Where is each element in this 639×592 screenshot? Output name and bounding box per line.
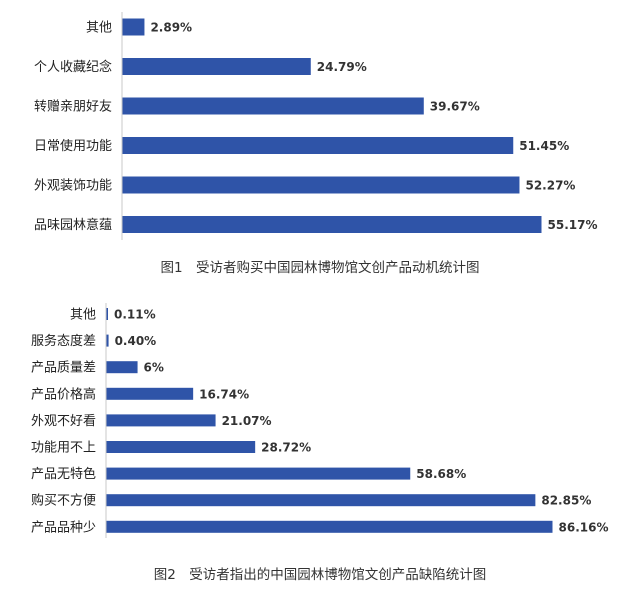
chart-2-value-label: 21.07% [222,414,272,428]
chart-2-category-label: 功能用不上 [31,441,96,456]
chart-2-value-label: 58.68% [416,467,466,481]
chart-1-category-label: 品味园林意蕴 [34,217,112,233]
chart-2-product-defects: 其他 0.11% 服务态度差 0.40% 产品质量差 6% 产品价格高 16.74% 外观不好看… [31,303,609,538]
chart-1-bar [122,58,311,75]
chart-1-value-label: 51.45% [519,139,569,153]
chart-2-caption: 图2 受访者指出的中国园林博物馆文创产品缺陷统计图 [154,566,487,583]
chart-2-bar [106,334,109,347]
chart-1-value-label: 2.89% [150,21,192,35]
chart-2-bar [106,494,536,507]
chart-2-category-label: 产品价格高 [31,386,96,402]
chart-2-bar [106,308,108,320]
chart-2-bar [106,387,194,400]
chart-1-value-label: 39.67% [430,100,480,114]
chart-2-bar [106,441,256,453]
chart-2-value-label: 0.11% [114,308,156,322]
chart-2-category-label: 产品品种少 [31,520,96,535]
chart-2-category-label: 服务态度差 [31,333,96,349]
chart-1-purchase-motivation: 其他 2.89% 个人收藏纪念 24.79% 转赠亲朋好友 39.67% 日常使用功能 51.… [34,12,598,240]
chart-1-category-label: 日常使用功能 [34,138,112,154]
chart-2-category-label: 产品质量差 [31,361,96,376]
chart-1-bar [122,216,542,233]
chart-1-bar [122,18,145,36]
chart-2-value-label: 82.85% [541,494,591,508]
chart-2-category-label: 产品无特色 [31,466,96,482]
chart-1-category-label: 个人收藏纪念 [34,59,112,75]
chart-2-value-label: 28.72% [261,441,311,455]
chart-2-category-label: 购买不方便 [31,493,96,509]
chart-1-bar [122,137,514,154]
chart-2-bar [106,361,138,374]
chart-2-category-label: 外观不好看 [31,413,96,429]
chart-1-bar [122,97,424,115]
chart-1-value-label: 55.17% [548,218,598,232]
chart-2-value-label: 16.74% [199,387,249,401]
chart-2-category-label: 其他 [70,308,96,323]
chart-2-value-label: 0.40% [115,334,157,348]
chart-1-caption: 图1 受访者购买中国园林博物馆文创产品动机统计图 [160,259,479,276]
chart-2-value-label: 6% [144,361,164,375]
chart-1-category-label: 外观装饰功能 [34,179,112,194]
chart-1-category-label: 转赠亲朋好友 [34,99,112,115]
chart-1-bar [122,176,520,194]
chart-2-bar [106,467,411,480]
chart-2-bar [106,414,216,427]
chart-1-category-label: 其他 [86,21,112,36]
chart-1-value-label: 24.79% [317,60,367,74]
chart-2-bar [106,520,553,533]
chart-1-value-label: 52.27% [525,179,575,193]
chart-2-value-label: 86.16% [559,520,609,534]
